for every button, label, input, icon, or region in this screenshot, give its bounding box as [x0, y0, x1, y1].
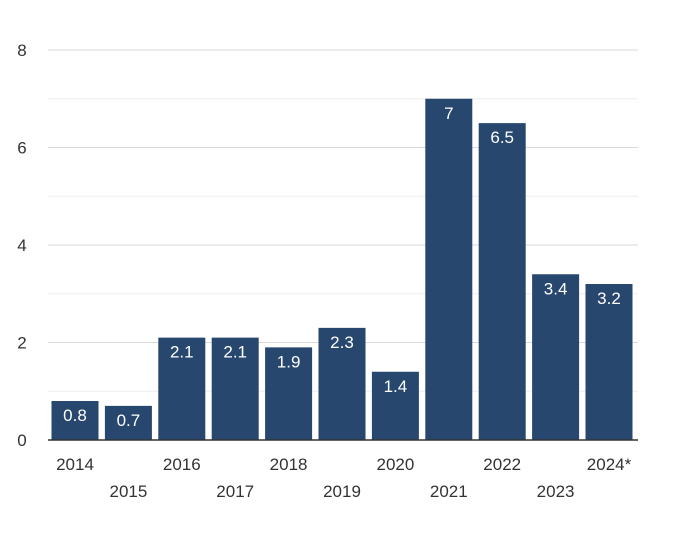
x-tick-label: 2023 [537, 482, 575, 501]
bar-2014 [51, 401, 99, 440]
data-label: 2.3 [330, 333, 354, 352]
y-axis-tick-labels: 0 2 4 6 8 [17, 41, 26, 450]
x-tick-label: 2016 [163, 455, 201, 474]
bar-2018 [265, 347, 313, 440]
x-tick-label: 2021 [430, 482, 468, 501]
y-tick-label: 6 [17, 139, 26, 158]
data-label: 6.5 [490, 128, 514, 147]
y-tick-label: 4 [17, 236, 26, 255]
data-label: 2.1 [223, 343, 247, 362]
x-tick-label: 2024* [587, 455, 632, 474]
x-tick-label: 2020 [376, 455, 414, 474]
bar-2020 [371, 371, 419, 440]
bar-2015 [104, 405, 152, 440]
data-labels: 0.8 0.7 2.1 2.1 1.9 2.3 1.4 7 6.5 3.4 3.2 [63, 104, 621, 430]
y-tick-label: 0 [17, 431, 26, 450]
data-label: 1.4 [384, 377, 408, 396]
data-label: 3.4 [544, 279, 568, 298]
x-tick-label: 2019 [323, 482, 361, 501]
data-label: 0.7 [117, 411, 141, 430]
x-axis-tick-labels: 2014 2015 2016 2017 2018 2019 2020 2021 2022 2023… [56, 455, 632, 501]
bar-2022 [478, 123, 526, 440]
x-tick-label: 2022 [483, 455, 521, 474]
bars [51, 98, 633, 440]
data-label: 0.8 [63, 406, 87, 425]
bar-2016 [158, 337, 206, 440]
grid-lines [48, 49, 638, 392]
bar-2017 [211, 337, 259, 440]
x-tick-label: 2017 [216, 482, 254, 501]
bar-2021 [425, 98, 473, 440]
y-tick-label: 2 [17, 334, 26, 353]
y-tick-label: 8 [17, 41, 26, 60]
bar-2023 [532, 274, 580, 440]
data-label: 7 [444, 104, 453, 123]
data-label: 1.9 [277, 352, 301, 371]
x-tick-label: 2015 [109, 482, 147, 501]
bar-2024 [585, 284, 633, 440]
x-tick-label: 2014 [56, 455, 94, 474]
x-tick-label: 2018 [270, 455, 308, 474]
bar-2019 [318, 327, 366, 440]
data-label: 2.1 [170, 343, 194, 362]
data-label: 3.2 [597, 289, 621, 308]
